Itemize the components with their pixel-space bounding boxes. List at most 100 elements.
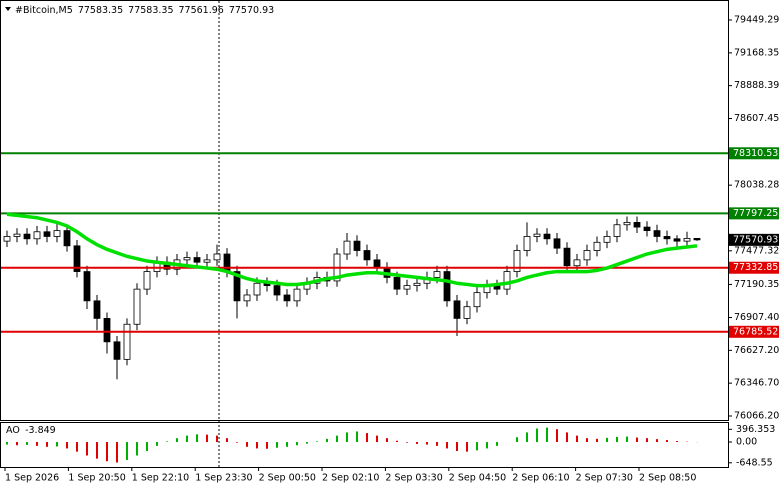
candle-body [213, 253, 221, 261]
candle-body [293, 288, 301, 302]
level-label: 77797.25 [733, 208, 778, 219]
candle-body [353, 240, 361, 251]
y-tick-label: 78038.28 [734, 180, 779, 191]
candle-body [533, 233, 541, 237]
candle-body [413, 282, 421, 287]
candle-body [133, 288, 141, 325]
x-tick-label: 1 Sep 22:10 [132, 473, 189, 484]
x-tick-label: 2 Sep 07:30 [576, 473, 633, 484]
open: 77583.35 [78, 5, 123, 16]
candle-body [453, 300, 461, 319]
candle-body [183, 257, 191, 261]
candle-body [553, 238, 561, 249]
level-label-bg [729, 325, 779, 338]
candle-body [503, 271, 511, 290]
candle-body [633, 222, 641, 228]
y-tick-label: 76346.70 [734, 378, 779, 389]
level-label-bg [729, 207, 779, 220]
x-tick-label: 1 Sep 20:50 [68, 473, 125, 484]
candle-body [693, 238, 701, 241]
candle-body [363, 250, 371, 261]
candle-body [143, 271, 151, 290]
candle-body [403, 285, 411, 290]
candle-body [613, 224, 621, 237]
level-label: 76785.52 [733, 326, 778, 337]
y-tick-label: 76627.20 [734, 345, 779, 356]
candle-body [573, 259, 581, 267]
candle-body [643, 226, 651, 232]
candle-body [103, 317, 111, 343]
main-panel [0, 0, 729, 421]
high: 77583.35 [128, 5, 173, 16]
candle-body [603, 236, 611, 243]
candle-body [3, 236, 11, 242]
level-label: 78310.53 [733, 148, 778, 159]
candle-body [683, 238, 691, 242]
y-tick-label: 77190.35 [734, 279, 779, 290]
y-tick-label: 76066.20 [734, 410, 779, 421]
ao-name: AO [6, 425, 20, 436]
candle-body [83, 271, 91, 302]
y-tick-label: 79449.29 [734, 14, 779, 25]
candle-body [223, 253, 231, 272]
candle-body [543, 233, 551, 240]
candle-body [253, 282, 261, 296]
candle-body [673, 238, 681, 242]
ao-header: AO -3.849 [6, 425, 56, 436]
candle-body [93, 300, 101, 319]
x-tick-label: 2 Sep 08:50 [639, 473, 696, 484]
candle-body [203, 259, 211, 263]
candle-body [13, 233, 21, 237]
y-tick-label: 76907.40 [734, 312, 779, 323]
y-tick-label: 78607.45 [734, 113, 779, 124]
candle-body [663, 236, 671, 240]
candle-body [113, 341, 121, 360]
x-tick-label: 2 Sep 03:30 [385, 473, 442, 484]
candle-body [53, 230, 61, 237]
candle-body [243, 294, 251, 302]
candle-body [343, 240, 351, 255]
ao-value: -3.849 [25, 425, 56, 436]
close: 77570.93 [229, 5, 274, 16]
candle-body [193, 257, 201, 263]
candle-body [233, 271, 241, 302]
x-tick-label: 2 Sep 06:10 [512, 473, 569, 484]
candle-body [463, 306, 471, 319]
low: 77561.96 [179, 5, 224, 16]
candle-body [653, 230, 661, 237]
moving-average [6, 212, 698, 288]
candle-body [583, 250, 591, 261]
candle-body [73, 245, 81, 272]
candle-body [563, 247, 571, 267]
candle-body [443, 271, 451, 302]
candle-body [513, 250, 521, 272]
candle-body [23, 233, 31, 240]
x-tick-label: 1 Sep 23:30 [195, 473, 252, 484]
price-label-bg [729, 233, 779, 246]
x-tick-label: 1 Sep 2026 [5, 473, 59, 484]
candle-body [473, 292, 481, 308]
candle-body [393, 277, 401, 290]
menu-arrow [5, 7, 11, 11]
y-tick-label: 79168.35 [734, 47, 779, 58]
price-label: 77570.93 [733, 234, 778, 245]
candle-body [123, 323, 131, 360]
candle-body [283, 294, 291, 302]
candle-body [623, 222, 631, 226]
symbol: #Bitcoin,M5 [15, 5, 73, 16]
x-tick-label: 2 Sep 02:10 [322, 473, 379, 484]
candle-body [63, 230, 71, 247]
header: #Bitcoin,M5 77583.35 77583.35 77561.96 77570… [15, 5, 274, 16]
ao-panel [0, 422, 729, 468]
y-tick-label: 77477.32 [734, 245, 779, 256]
candle-body [523, 236, 531, 251]
ao-tick-label: -648.55 [736, 457, 773, 468]
candle-body [433, 271, 441, 278]
ao-tick-label: 0.00 [736, 437, 757, 448]
x-tick-label: 2 Sep 00:50 [259, 473, 316, 484]
level-label-bg [729, 261, 779, 274]
candle-body [33, 231, 41, 240]
level-label: 77332.85 [733, 262, 778, 273]
candle-body [593, 241, 601, 251]
